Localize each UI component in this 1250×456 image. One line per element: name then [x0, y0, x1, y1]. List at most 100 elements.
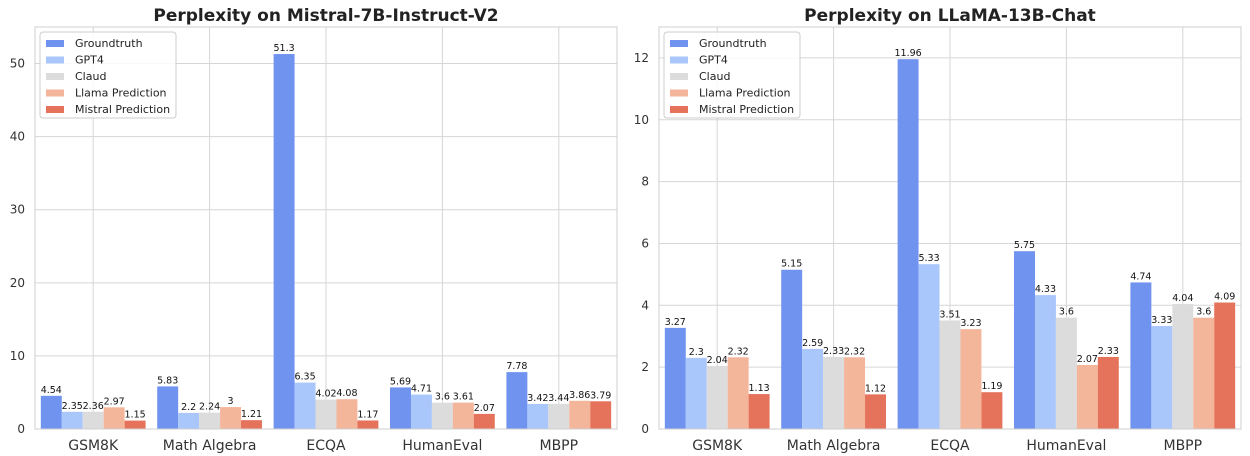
data-label: 3.42: [527, 393, 548, 404]
bar-gpt4-mbpp: [527, 404, 549, 429]
data-label: 1.21: [241, 409, 262, 420]
data-label: 3.44: [548, 393, 569, 404]
bar-claud-mbpp: [1172, 304, 1194, 429]
data-label: 2.04: [707, 355, 728, 366]
bar-groundtruth-ecqa: [273, 54, 295, 429]
x-tick-label: HumanEval: [1026, 438, 1106, 454]
data-label: 2.07: [1077, 354, 1098, 365]
data-label: 2.32: [844, 346, 865, 357]
data-label: 1.15: [125, 410, 146, 421]
data-label: 2.33: [823, 346, 844, 357]
y-tick-label: 6: [641, 236, 649, 250]
data-label: 2.36: [83, 401, 104, 412]
data-label: 4.71: [411, 384, 432, 395]
bar-mistral-prediction-mbpp: [590, 401, 612, 429]
x-tick-label: GSM8K: [68, 438, 119, 454]
data-label: 2.59: [802, 338, 823, 349]
bar-gpt4-ecqa: [918, 264, 940, 429]
legend-label: Claud: [699, 70, 730, 83]
legend-swatch: [46, 56, 64, 64]
legend-label: Groundtruth: [75, 37, 143, 50]
bar-groundtruth-humaneval: [390, 387, 411, 429]
plot-frame: [658, 26, 1242, 430]
bar-claud-math-algebra: [823, 356, 845, 429]
data-label: 2.07: [474, 403, 495, 414]
bar-mistral-prediction-math-algebra: [241, 420, 262, 429]
legend-swatch: [46, 89, 64, 97]
data-label: 1.12: [865, 383, 886, 394]
data-label: 3.51: [939, 309, 960, 320]
bar-mistral-prediction-humaneval: [473, 413, 495, 429]
bar-llama-prediction-ecqa: [960, 329, 982, 429]
legend-label: Claud: [75, 70, 106, 83]
bar-mistral-prediction-ecqa: [357, 420, 379, 429]
data-label: 2.24: [199, 402, 220, 413]
x-tick-label: MBPP: [540, 438, 579, 454]
legend-swatch: [670, 40, 688, 47]
bar-mistral-prediction-humaneval: [1097, 356, 1119, 429]
bar-claud-ecqa: [315, 399, 337, 429]
bar-groundtruth-gsm8k: [40, 395, 62, 429]
data-label: 5.33: [918, 253, 939, 264]
y-tick-label: 10: [10, 349, 25, 363]
data-label: 3.23: [960, 318, 981, 329]
data-label: 51.3: [274, 43, 295, 54]
data-label: 5.15: [781, 259, 802, 270]
bar-llama-prediction-ecqa: [336, 399, 358, 429]
data-label: 4.04: [1172, 293, 1193, 304]
legend-label: Llama Prediction: [699, 87, 791, 100]
y-tick-label: 40: [10, 130, 25, 144]
data-label: 4.33: [1035, 284, 1056, 295]
legend-swatch: [670, 56, 688, 64]
y-tick-label: 2: [641, 360, 649, 374]
chart-panel-llama: Perplexity on LLaMA-13B-Chat 0 2 4 6 8 10 12 3.2…: [634, 6, 1242, 454]
data-label: 11.96: [894, 48, 921, 59]
data-label: 7.78: [506, 361, 527, 372]
legend-label: Groundtruth: [699, 37, 767, 50]
chart-panel-mistral: Perplexity on Mistral-7B-Instruct-V2 0 10 2…: [10, 6, 618, 454]
data-label: 1.13: [749, 383, 770, 394]
data-label: 3.33: [1151, 315, 1172, 326]
data-label: 2.2: [181, 402, 196, 413]
y-tick-label: 0: [17, 422, 25, 436]
y-tick-label: 0: [641, 422, 649, 436]
bar-gpt4-gsm8k: [61, 411, 83, 429]
data-label: 3.79: [590, 390, 611, 401]
bar-llama-prediction-mbpp: [1193, 317, 1215, 429]
bar-claud-ecqa: [939, 320, 961, 429]
bar-gpt4-ecqa: [294, 382, 316, 429]
data-label: 5.69: [390, 376, 411, 387]
legend-label: Llama Prediction: [75, 87, 167, 100]
bar-groundtruth-mbpp: [506, 372, 528, 429]
x-tick-label: Math Algebra: [163, 438, 257, 454]
data-label: 3: [228, 396, 234, 407]
bar-llama-prediction-gsm8k: [103, 407, 125, 429]
x-tick-label: MBPP: [1164, 438, 1203, 454]
y-tick-label: 20: [10, 276, 25, 290]
bar-claud-humaneval: [1055, 317, 1077, 429]
x-tick-label: GSM8K: [692, 438, 743, 454]
bar-gpt4-math-algebra: [802, 348, 824, 429]
bar-claud-math-algebra: [199, 412, 221, 429]
bar-claud-mbpp: [548, 403, 570, 429]
bar-groundtruth-mbpp: [1130, 282, 1152, 429]
data-label: 6.35: [294, 372, 315, 383]
legend-label: GPT4: [699, 54, 728, 67]
bar-groundtruth-math-algebra: [781, 269, 803, 429]
data-label: 5.83: [157, 375, 178, 386]
data-label: 2.35: [62, 401, 83, 412]
data-label: 3.6: [435, 392, 450, 403]
legend-box: [663, 31, 801, 119]
legend-box: [39, 31, 177, 119]
bar-gpt4-humaneval: [410, 394, 432, 429]
data-label: 3.27: [665, 317, 686, 328]
data-label: 3.6: [1059, 307, 1074, 318]
bar-claud-gsm8k: [706, 365, 728, 429]
data-label: 4.09: [1214, 292, 1235, 303]
bar-llama-prediction-math-algebra: [844, 357, 866, 429]
x-tick-label: ECQA: [306, 438, 346, 454]
y-tick-label: 4: [641, 298, 649, 312]
x-tick-label: HumanEval: [402, 438, 482, 454]
data-label: 2.32: [728, 346, 749, 357]
legend-label: GPT4: [75, 54, 104, 67]
